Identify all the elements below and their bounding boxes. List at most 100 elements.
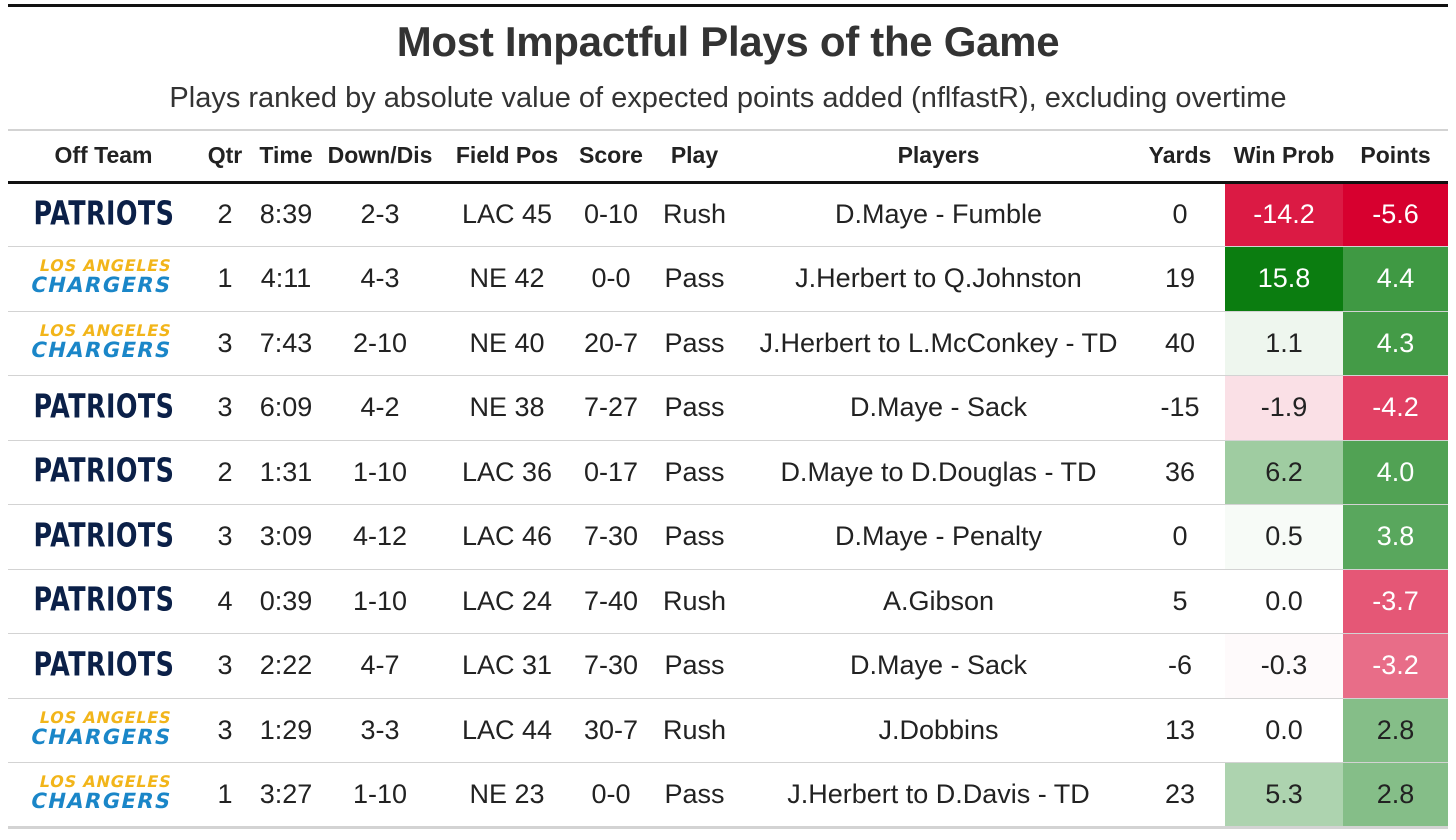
cell-down-dis: 2-3 bbox=[321, 182, 439, 247]
cell-play: Rush bbox=[647, 182, 742, 247]
cell-qtr: 3 bbox=[199, 504, 251, 570]
cell-down-dis: 1-10 bbox=[321, 440, 439, 505]
cell-players: D.Maye - Penalty bbox=[742, 504, 1135, 570]
chargers-logo: LOS ANGELES CHARGERS bbox=[29, 256, 175, 298]
patriots-logo: PATRIOTS bbox=[33, 516, 174, 555]
cell-win-prob: 1.1 bbox=[1225, 311, 1343, 376]
cell-field-pos: LAC 36 bbox=[439, 440, 575, 505]
cell-down-dis: 3-3 bbox=[321, 698, 439, 763]
cell-points: 4.0 bbox=[1343, 440, 1448, 505]
table-row: PATRIOTS 2 8:39 2-3 LAC 45 0-10 Rush D.Maye - F… bbox=[8, 182, 1448, 247]
col-header-yards: Yards bbox=[1135, 129, 1225, 184]
cell-play: Pass bbox=[647, 375, 742, 441]
cell-points: -3.2 bbox=[1343, 633, 1448, 699]
cell-win-prob: -0.3 bbox=[1225, 633, 1343, 699]
col-header-points: Points bbox=[1343, 129, 1448, 184]
cell-win-prob: 0.0 bbox=[1225, 698, 1343, 763]
chargers-logo: LOS ANGELES CHARGERS bbox=[29, 771, 175, 813]
cell-players: D.Maye - Fumble bbox=[742, 182, 1135, 247]
cell-down-dis: 4-2 bbox=[321, 375, 439, 441]
cell-points: -3.7 bbox=[1343, 569, 1448, 634]
cell-score: 0-17 bbox=[575, 440, 647, 505]
cell-qtr: 2 bbox=[199, 440, 251, 505]
cell-time: 6:09 bbox=[251, 375, 321, 441]
chargers-logo: LOS ANGELES CHARGERS bbox=[29, 320, 175, 362]
cell-players: D.Maye to D.Douglas - TD bbox=[742, 440, 1135, 505]
cell-win-prob: 6.2 bbox=[1225, 440, 1343, 505]
cell-qtr: 4 bbox=[199, 569, 251, 634]
cell-time: 4:11 bbox=[251, 246, 321, 312]
cell-down-dis: 4-3 bbox=[321, 246, 439, 312]
cell-points: 4.3 bbox=[1343, 311, 1448, 376]
table-row: LOS ANGELES CHARGERS 1 3:27 1-10 NE 23 0-0 Pass… bbox=[8, 762, 1448, 829]
cell-score: 7-27 bbox=[575, 375, 647, 441]
patriots-logo: PATRIOTS bbox=[33, 452, 174, 491]
cell-qtr: 3 bbox=[199, 375, 251, 441]
cell-win-prob: 5.3 bbox=[1225, 762, 1343, 829]
team-logo-cell: PATRIOTS bbox=[8, 569, 199, 634]
team-logo-cell: PATRIOTS bbox=[8, 182, 199, 247]
team-logo-cell: LOS ANGELES CHARGERS bbox=[8, 311, 199, 376]
cell-qtr: 1 bbox=[199, 246, 251, 312]
cell-field-pos: LAC 45 bbox=[439, 182, 575, 247]
cell-time: 0:39 bbox=[251, 569, 321, 634]
team-logo-cell: PATRIOTS bbox=[8, 375, 199, 441]
cell-score: 7-30 bbox=[575, 633, 647, 699]
cell-time: 1:29 bbox=[251, 698, 321, 763]
cell-down-dis: 4-12 bbox=[321, 504, 439, 570]
cell-play: Rush bbox=[647, 569, 742, 634]
page-title: Most Impactful Plays of the Game bbox=[396, 18, 1060, 65]
team-logo-cell: PATRIOTS bbox=[8, 633, 199, 699]
cell-play: Pass bbox=[647, 440, 742, 505]
cell-players: J.Herbert to L.McConkey - TD bbox=[742, 311, 1135, 376]
cell-win-prob: 0.0 bbox=[1225, 569, 1343, 634]
cell-points: -5.6 bbox=[1343, 182, 1448, 247]
cell-win-prob: 0.5 bbox=[1225, 504, 1343, 570]
cell-time: 7:43 bbox=[251, 311, 321, 376]
team-logo-cell: PATRIOTS bbox=[8, 440, 199, 505]
cell-score: 7-30 bbox=[575, 504, 647, 570]
cell-players: J.Herbert to D.Davis - TD bbox=[742, 762, 1135, 829]
cell-points: 4.4 bbox=[1343, 246, 1448, 312]
cell-score: 30-7 bbox=[575, 698, 647, 763]
cell-play: Pass bbox=[647, 246, 742, 312]
cell-yards: 5 bbox=[1135, 569, 1225, 634]
patriots-logo: PATRIOTS bbox=[33, 581, 174, 620]
cell-points: 2.8 bbox=[1343, 698, 1448, 763]
cell-play: Pass bbox=[647, 504, 742, 570]
col-header-time: Time bbox=[251, 129, 321, 184]
cell-players: J.Herbert to Q.Johnston bbox=[742, 246, 1135, 312]
cell-players: A.Gibson bbox=[742, 569, 1135, 634]
cell-qtr: 3 bbox=[199, 698, 251, 763]
cell-yards: 0 bbox=[1135, 182, 1225, 247]
col-header-players: Players bbox=[742, 129, 1135, 184]
cell-field-pos: LAC 31 bbox=[439, 633, 575, 699]
cell-time: 1:31 bbox=[251, 440, 321, 505]
cell-players: D.Maye - Sack bbox=[742, 375, 1135, 441]
cell-down-dis: 1-10 bbox=[321, 762, 439, 829]
cell-time: 8:39 bbox=[251, 182, 321, 247]
table-row: LOS ANGELES CHARGERS 3 1:29 3-3 LAC 44 30-7 Rus… bbox=[8, 698, 1448, 763]
cell-qtr: 3 bbox=[199, 311, 251, 376]
plays-table: Off Team Qtr Time Down/Dis Field Pos Sco… bbox=[8, 129, 1448, 829]
cell-yards: 0 bbox=[1135, 504, 1225, 570]
cell-points: 2.8 bbox=[1343, 762, 1448, 829]
cell-field-pos: NE 38 bbox=[439, 375, 575, 441]
cell-down-dis: 4-7 bbox=[321, 633, 439, 699]
cell-down-dis: 2-10 bbox=[321, 311, 439, 376]
cell-field-pos: NE 42 bbox=[439, 246, 575, 312]
cell-score: 7-40 bbox=[575, 569, 647, 634]
cell-yards: 40 bbox=[1135, 311, 1225, 376]
cell-score: 0-0 bbox=[575, 762, 647, 829]
cell-field-pos: LAC 46 bbox=[439, 504, 575, 570]
cell-win-prob: -1.9 bbox=[1225, 375, 1343, 441]
table-body: PATRIOTS 2 8:39 2-3 LAC 45 0-10 Rush D.Maye - F… bbox=[8, 182, 1448, 829]
cell-yards: 19 bbox=[1135, 246, 1225, 312]
cell-win-prob: -14.2 bbox=[1225, 182, 1343, 247]
table-row: PATRIOTS 3 2:22 4-7 LAC 31 7-30 Pass D.Maye - S… bbox=[8, 633, 1448, 699]
cell-play: Rush bbox=[647, 698, 742, 763]
cell-time: 2:22 bbox=[251, 633, 321, 699]
cell-win-prob: 15.8 bbox=[1225, 246, 1343, 312]
team-logo-cell: LOS ANGELES CHARGERS bbox=[8, 762, 199, 829]
table-row: PATRIOTS 4 0:39 1-10 LAC 24 7-40 Rush A.Gibson 5… bbox=[8, 569, 1448, 634]
